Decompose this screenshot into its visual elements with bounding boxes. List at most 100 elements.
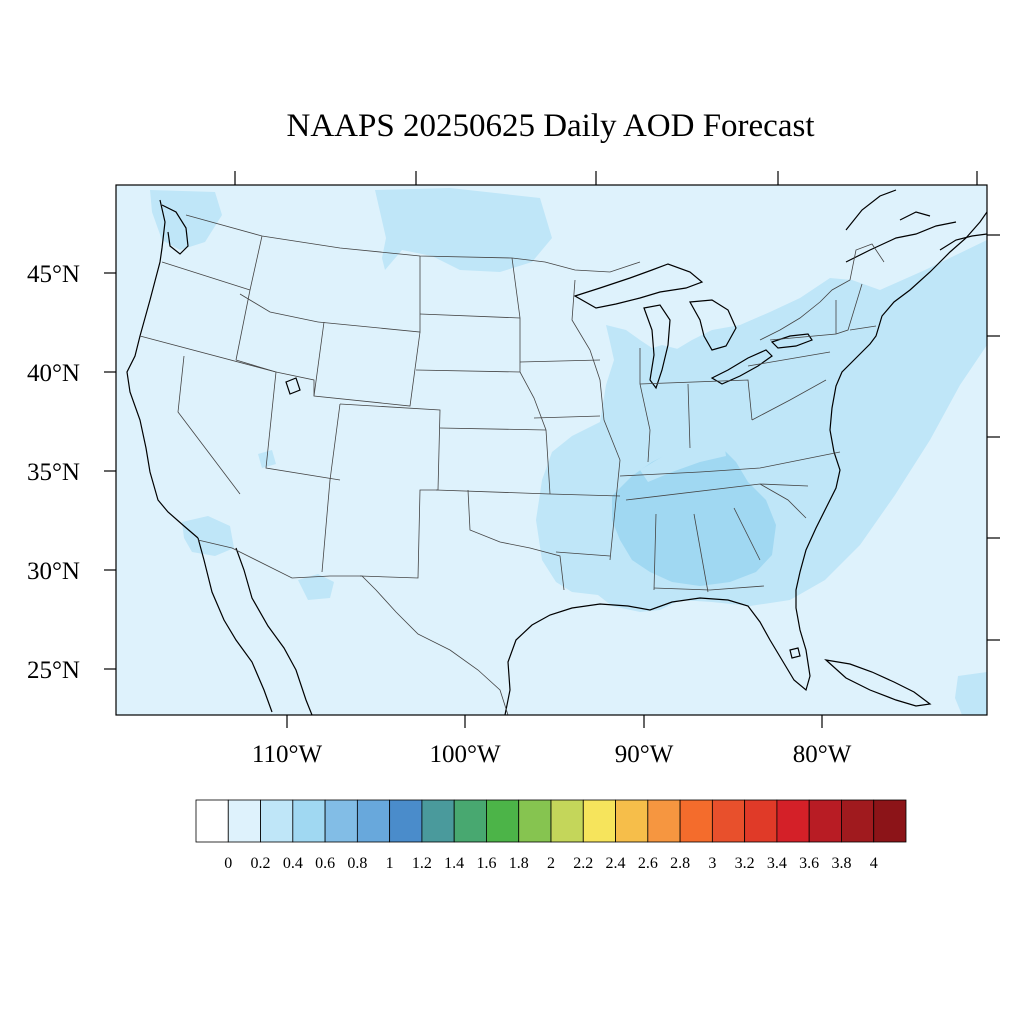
colorbar-label: 0.4 (283, 855, 303, 872)
coastline-canada-east (845, 189, 987, 251)
lake-huron (689, 299, 737, 351)
coastline-st-lawrence (845, 221, 957, 263)
colorbar-swatch (292, 799, 326, 843)
latitude-labels: 45°N 40°N 35°N 30°N 25°N (27, 261, 80, 684)
colorbar-swatch (324, 799, 358, 843)
lon-label-90w: 90°W (615, 741, 674, 768)
border-il-in (639, 348, 651, 463)
border-utah (235, 359, 341, 481)
colorbar-swatch (356, 799, 391, 843)
colorbar-swatch (453, 799, 487, 843)
aod-plume-north (375, 188, 552, 272)
colorbar-label: 1.4 (444, 855, 464, 872)
coastline-cuba (824, 659, 932, 707)
aod-plume-great-lakes (640, 345, 700, 392)
border-or-ca (139, 335, 277, 373)
colorbar-label: 4 (870, 855, 878, 872)
colorbar-swatch (389, 799, 423, 843)
map-panel (115, 184, 988, 716)
colorbar-label: 2.2 (573, 855, 593, 872)
colorbar-swatch (647, 799, 681, 843)
lake-erie (710, 349, 773, 385)
coastline-gulf-of-california (235, 547, 313, 715)
colorbar-swatch (776, 799, 810, 843)
border-canada-east (759, 243, 885, 341)
aod-field-layer (150, 188, 987, 715)
colorbar-swatch (227, 799, 261, 843)
colorbar-label: 2.8 (670, 855, 690, 872)
colorbar-label: 1 (386, 855, 394, 872)
colorbar-swatch (873, 799, 907, 843)
colorbar-label: 3.2 (735, 855, 755, 872)
colorbar-label: 2 (547, 855, 555, 872)
coastline-layer (126, 189, 987, 715)
border-texas (467, 489, 565, 591)
lon-label-100w: 100°W (429, 741, 500, 768)
colorbar (195, 799, 907, 843)
border-mississippi (571, 279, 621, 561)
border-northeast (747, 283, 877, 367)
border-wa-or (161, 261, 251, 291)
map-frame (115, 184, 988, 716)
border-in-oh (687, 383, 691, 449)
colorbar-label: 0.2 (251, 855, 271, 872)
aod-plume-caribbean (955, 672, 987, 715)
colorbar-label: 1.8 (509, 855, 529, 872)
colorbar-swatch (260, 799, 294, 843)
colorbar-swatch (195, 799, 229, 843)
border-midwest (519, 359, 621, 557)
border-mexico (197, 539, 509, 715)
colorbar-swatch (841, 799, 875, 843)
colorbar-swatch (711, 799, 746, 843)
lat-label-40n: 40°N (27, 360, 80, 387)
aod-plume-texas-west (298, 574, 334, 600)
axis-ticks (104, 171, 1000, 728)
colorbar-swatch (486, 799, 520, 843)
coastline-baja (197, 537, 273, 713)
colorbar-swatch (421, 799, 455, 843)
coastline-gulf-texas (504, 211, 987, 715)
colorbar-swatch (744, 799, 778, 843)
border-plains-east (511, 257, 551, 495)
border-great-lakes-states (639, 379, 753, 421)
aod-plume-southwest (182, 516, 234, 556)
colorbar-labels: 0 0.2 0.4 0.6 0.8 1 1.2 1.4 1.6 1.8 2 2.2 2.4 2.6 2.8 3… (224, 855, 877, 872)
lat-label-30n: 30°N (27, 558, 80, 585)
border-utah-co (275, 371, 341, 573)
great-salt-lake (285, 377, 301, 395)
colorbar-swatch (518, 799, 552, 843)
colorbar-swatch (808, 799, 842, 843)
colorbar-swatch (615, 799, 649, 843)
border-wyoming (313, 321, 421, 407)
border-idaho (235, 235, 319, 361)
colorbar-swatch (550, 799, 584, 843)
colorbar-label: 0 (224, 855, 232, 872)
colorbar-label: 2.6 (638, 855, 658, 872)
border-carolinas-va (751, 379, 827, 519)
lake-superior (573, 263, 704, 309)
colorbar-label: 3.6 (799, 855, 819, 872)
border-colorado-nm (339, 403, 441, 579)
lon-label-110w: 110°W (252, 741, 323, 768)
map-title: NAAPS 20250625 Daily AOD Forecast (286, 108, 815, 144)
lat-label-25n: 25°N (27, 657, 80, 684)
colorbar-swatch (582, 799, 616, 843)
colorbar-label: 1.2 (412, 855, 432, 872)
colorbar-label: 0.6 (315, 855, 335, 872)
lat-label-45n: 45°N (27, 261, 80, 288)
longitude-labels: 110°W 100°W 90°W 80°W (252, 741, 852, 768)
colorbar-label: 3.4 (767, 855, 787, 872)
colorbar-label: 3.8 (831, 855, 851, 872)
colorbar-swatch (679, 799, 713, 843)
border-plains (415, 313, 551, 495)
lon-label-80w: 80°W (793, 741, 852, 768)
border-deep-south (653, 507, 761, 593)
border-ky-tn (619, 451, 841, 477)
colorbar-label: 3 (708, 855, 716, 872)
lake-ontario (770, 333, 813, 349)
colorbar-label: 1.6 (476, 855, 496, 872)
aod-plume-tennessee (640, 440, 726, 482)
lake-okeechobee (789, 647, 801, 659)
lake-michigan (643, 304, 671, 390)
